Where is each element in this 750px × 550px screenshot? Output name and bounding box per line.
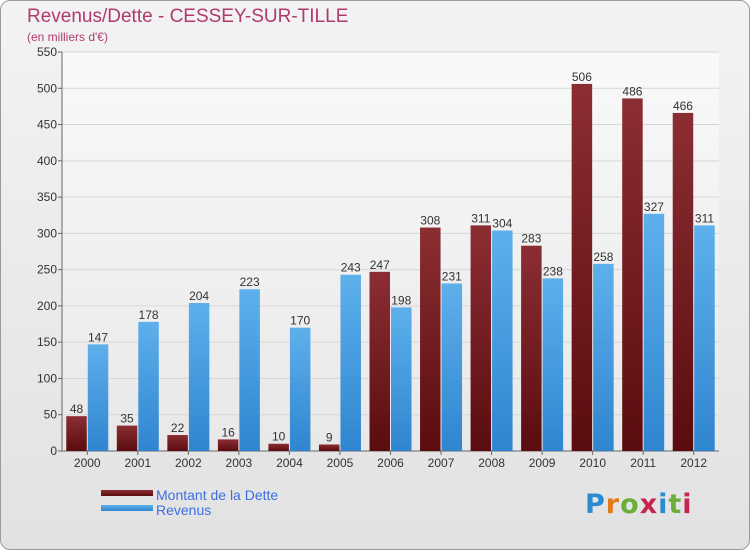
bar-revenus (138, 321, 159, 451)
bar-dette (318, 444, 340, 451)
bar-revenus (239, 289, 260, 451)
x-tick-label: 2006 (377, 456, 404, 470)
bar-revenus-label: 311 (695, 211, 714, 225)
bar-dette-label: 466 (673, 99, 693, 113)
y-tick-label: 450 (37, 118, 57, 132)
bar-dette-label: 506 (572, 70, 592, 84)
bar-dette (66, 416, 87, 451)
x-tick-label: 2011 (630, 456, 656, 470)
bar-dette-label: 22 (171, 421, 185, 435)
x-tick-label: 2009 (529, 456, 556, 470)
bar-dette (571, 83, 593, 452)
bar-dette-label: 311 (471, 211, 490, 225)
bar-dette-label: 308 (420, 214, 440, 228)
bar-revenus-label: 258 (593, 250, 613, 264)
bar-revenus (542, 278, 564, 451)
y-tick-label: 400 (37, 154, 57, 168)
y-tick-label: 500 (37, 81, 57, 95)
bar-revenus-label: 243 (341, 261, 361, 275)
bar-dette (672, 112, 694, 452)
bar-revenus (593, 263, 614, 451)
y-tick-label: 250 (37, 263, 57, 277)
bar-revenus-label: 204 (189, 289, 209, 303)
bar-dette-label: 247 (370, 258, 390, 272)
bar-revenus-label: 198 (391, 293, 411, 307)
bar-dette-label: 10 (272, 430, 286, 444)
bar-revenus (188, 303, 210, 451)
y-tick-label: 350 (37, 190, 57, 204)
bar-dette (622, 98, 643, 452)
y-tick-label: 150 (37, 335, 57, 349)
bar-revenus (492, 230, 513, 451)
bar-dette (268, 443, 289, 451)
bar-revenus (391, 307, 412, 451)
bar-revenus (340, 274, 361, 451)
bar-revenus-label: 304 (492, 216, 512, 230)
bar-dette-label: 16 (221, 425, 235, 439)
bar-dette (521, 245, 542, 451)
proxiti-logo: Proxiti (585, 489, 693, 520)
bar-revenus-label: 170 (290, 314, 310, 328)
y-tick-label: 550 (37, 45, 57, 59)
bar-dette-label: 486 (622, 84, 642, 98)
bar-revenus-label: 238 (543, 264, 563, 278)
bar-dette-label: 48 (70, 402, 84, 416)
plot-area (62, 52, 719, 451)
legend-label-revenus: Revenus (156, 502, 212, 518)
bar-dette (470, 225, 492, 451)
legend-swatch-dette (101, 490, 153, 496)
bar-revenus (643, 213, 665, 451)
legend-swatch-revenus (101, 505, 153, 511)
x-tick-label: 2001 (124, 456, 151, 470)
legend-label-dette: Montant de la Dette (156, 487, 279, 503)
x-tick-label: 2012 (680, 456, 707, 470)
chart-subtitle: (en milliers d'€) (27, 30, 108, 44)
x-tick-label: 2005 (327, 456, 354, 470)
y-tick-label: 100 (37, 371, 57, 385)
x-tick-label: 2004 (276, 456, 303, 470)
bar-revenus-label: 178 (139, 308, 159, 322)
y-tick-label: 300 (37, 226, 57, 240)
bar-revenus (87, 344, 109, 451)
bar-dette-label: 35 (120, 412, 134, 426)
chart-title: Revenus/Dette - CESSEY-SUR-TILLE (27, 6, 349, 27)
bar-revenus (289, 327, 311, 451)
y-tick-label: 0 (50, 444, 57, 458)
bar-revenus-label: 147 (88, 330, 108, 344)
bar-revenus (694, 225, 715, 451)
x-tick-label: 2008 (478, 456, 505, 470)
y-tick-label: 200 (37, 299, 57, 313)
bar-revenus-label: 327 (644, 200, 664, 214)
bar-dette (420, 227, 441, 451)
bar-dette-label: 283 (521, 232, 541, 246)
bar-revenus-label: 231 (442, 269, 462, 283)
bar-dette (167, 435, 188, 451)
y-tick-label: 50 (44, 408, 58, 422)
x-tick-label: 2007 (428, 456, 455, 470)
x-tick-label: 2002 (175, 456, 202, 470)
x-tick-label: 2010 (579, 456, 606, 470)
bar-dette (369, 271, 390, 451)
bar-revenus-label: 223 (240, 275, 260, 289)
x-tick-label: 2000 (74, 456, 101, 470)
bar-revenus (441, 283, 463, 451)
bar-dette-label: 9 (326, 430, 333, 444)
bar-dette (116, 425, 138, 451)
bar-dette (217, 439, 239, 451)
x-tick-label: 2003 (226, 456, 253, 470)
